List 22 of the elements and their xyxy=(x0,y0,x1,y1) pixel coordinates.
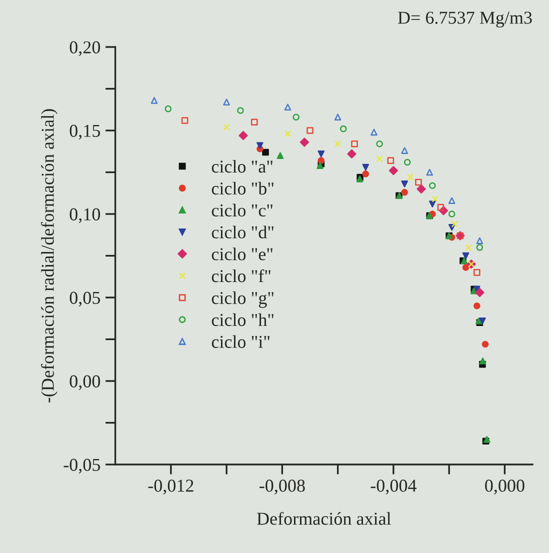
legend-label: ciclo "h" xyxy=(212,313,274,326)
chart-title: D= 6.7537 Mg/m3 xyxy=(398,12,532,28)
x-tick-label: -0,004 xyxy=(370,480,416,494)
y-tick-label: 0,15 xyxy=(70,124,100,140)
legend-label: ciclo "e" xyxy=(212,248,272,260)
legend-label: ciclo "d" xyxy=(212,226,274,238)
legend-label: ciclo "b" xyxy=(212,182,274,195)
y-tick-label: 0,10 xyxy=(70,208,100,224)
y-axis-title: -(Deformación radial/deformación axial) xyxy=(40,109,58,402)
x-axis-title: Deformación axial xyxy=(257,512,391,525)
legend-label: ciclo "f" xyxy=(212,269,270,282)
legend-label: ciclo "c" xyxy=(212,204,272,217)
y-tick-label: -0,05 xyxy=(64,458,100,474)
legend-label: ciclo "g" xyxy=(212,291,274,308)
y-tick-label: 0,20 xyxy=(70,41,100,56)
x-tick-label: -0,008 xyxy=(260,480,305,494)
x-tick-label: 0,000 xyxy=(485,480,524,494)
y-tick-label: 0,00 xyxy=(70,375,100,390)
y-tick-label: 0,05 xyxy=(70,292,100,307)
legend-label: ciclo "a" xyxy=(212,160,272,173)
x-tick-label: -0,012 xyxy=(148,480,194,494)
legend-label: ciclo "i" xyxy=(212,335,270,348)
